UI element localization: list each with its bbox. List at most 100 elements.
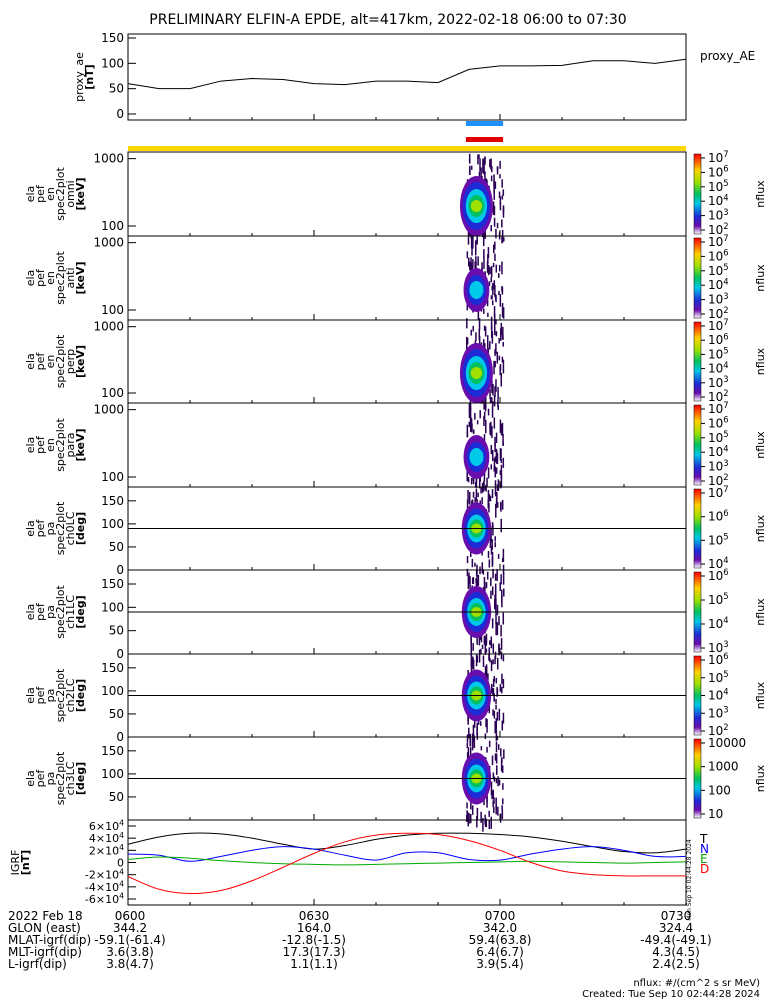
spectrum-speckle bbox=[499, 813, 502, 823]
elf_pef_pa_spec2plot_ch2LC-ylabel-line-0: ela bbox=[24, 687, 37, 704]
spectrum-speckle bbox=[472, 724, 475, 736]
y-tick-label: 100 bbox=[101, 517, 124, 531]
spectrum-speckle bbox=[489, 495, 492, 502]
spectrum-speckle bbox=[497, 744, 500, 750]
spectrum-speckle bbox=[475, 578, 478, 587]
spectrum-speckle bbox=[477, 492, 479, 498]
elf_pef_pa_spec2plot_ch1LC-ylabel-line-1: pef bbox=[34, 602, 47, 621]
spectrum-speckle bbox=[472, 491, 475, 498]
spectrum-speckle bbox=[487, 408, 490, 416]
spectrum-speckle bbox=[476, 633, 478, 645]
spectrum-speckle bbox=[496, 502, 499, 508]
spectrum-speckle bbox=[492, 643, 495, 654]
igrf-ylabel: IGRF[nT] bbox=[9, 850, 32, 876]
spectrum-speckle bbox=[491, 425, 493, 438]
spectrum-speckle bbox=[493, 217, 496, 227]
panel-elf_pef_pa_spec2plot_ch0LC: 050100150elapefpaspec2plotch0LC[deg]1041… bbox=[24, 484, 767, 581]
igrf-legend-E: E bbox=[700, 852, 708, 866]
colorbar-tick-label: 100 bbox=[708, 783, 731, 797]
spectrum-speckle bbox=[480, 746, 483, 751]
spectrum-speckle bbox=[491, 489, 494, 499]
elf_pef_pa_spec2plot_ch0LC-ylabel-line-2: pa bbox=[44, 522, 57, 536]
spectrum-speckle bbox=[471, 248, 473, 256]
spectrum-speckle bbox=[466, 251, 469, 259]
spectrum-speckle bbox=[469, 733, 471, 747]
spectrum-speckle bbox=[494, 294, 497, 301]
spectrum-speckle bbox=[469, 576, 471, 589]
spectrum-speckle bbox=[465, 815, 468, 822]
spectrum-speckle bbox=[501, 179, 503, 188]
spectrum-speckle bbox=[470, 646, 473, 657]
spectrum-speckle bbox=[501, 757, 503, 764]
spectrum-speckle bbox=[495, 622, 497, 636]
spectrum-speckle bbox=[502, 712, 505, 724]
spectrum-speckle bbox=[496, 735, 499, 741]
spectrum-speckle bbox=[479, 721, 482, 726]
spectrum-speckle bbox=[489, 397, 492, 403]
spectrum-speckle bbox=[496, 604, 499, 616]
spectrum-speckle bbox=[490, 158, 492, 168]
spectrum-speckle bbox=[480, 487, 482, 494]
spectrum-speckle bbox=[496, 484, 499, 491]
spectrum-speckle bbox=[502, 783, 504, 790]
y-tick-label: 50 bbox=[109, 540, 124, 554]
spectrum-speckle bbox=[494, 721, 496, 734]
spectrum-speckle bbox=[478, 328, 481, 340]
spectrum-speckle bbox=[468, 257, 470, 267]
spectrum-speckle bbox=[499, 202, 502, 211]
spectrum-speckle bbox=[472, 429, 475, 434]
spectrum-speckle bbox=[466, 424, 469, 438]
spectrum-speckle bbox=[470, 237, 473, 249]
y-tick-label: 50 bbox=[109, 624, 124, 638]
spectrum-speckle bbox=[500, 372, 503, 387]
spectrum-speckle bbox=[484, 326, 487, 337]
spectrum-speckle bbox=[483, 325, 486, 331]
spectrum-speckle bbox=[471, 738, 474, 751]
spectrum-speckle bbox=[495, 765, 498, 775]
spectrum-speckle bbox=[492, 262, 495, 268]
footer-value: -49.4(-49.1) bbox=[640, 933, 711, 947]
footer-value: 4.3(4.5) bbox=[652, 945, 700, 959]
spectrum-speckle bbox=[494, 284, 496, 297]
spectrum-speckle bbox=[483, 403, 486, 410]
footer-value: 0630 bbox=[299, 909, 330, 923]
elf_pef_en_spec2plot_perp-ylabel-line-1: pef bbox=[34, 352, 47, 371]
spectrum-speckle bbox=[495, 432, 498, 444]
spectrum-speckle bbox=[484, 228, 486, 239]
spectrum-speckle bbox=[502, 334, 504, 340]
spectrum-speckle bbox=[470, 635, 472, 645]
footer-value: -12.8(-1.5) bbox=[282, 933, 346, 947]
elf_pef_pa_spec2plot_ch3LC-ylabel-line-3: spec2plot bbox=[54, 751, 67, 805]
spectrum-speckle bbox=[487, 673, 489, 681]
spectrum-speckle bbox=[494, 327, 496, 336]
elf_pef_en_spec2plot_perp-ylabel-line-5: [keV] bbox=[74, 345, 87, 378]
spectrum-speckle bbox=[475, 654, 478, 667]
elf_pef_en_spec2plot_perp-ylabel-line-2: en bbox=[44, 355, 57, 369]
spectrum-speckle bbox=[501, 673, 503, 684]
elf_pef_en_spec2plot_para-ylabel-line-4: para bbox=[64, 433, 77, 458]
spectrum-speckle bbox=[475, 570, 478, 576]
colorbar-elf_pef_pa_spec2plot_ch3LC: 10 100 1000 10000 nflux bbox=[693, 736, 767, 821]
spectrum-speckle bbox=[483, 576, 486, 591]
colorbar-tick-label: 103 bbox=[708, 704, 729, 720]
elf_pef_pa_spec2plot_ch1LC-ylabel-line-0: ela bbox=[24, 604, 37, 621]
spectrum-speckle bbox=[493, 693, 495, 702]
spectrum-speckle bbox=[485, 718, 487, 728]
elf_pef_en_spec2plot_anti-ylabel-line-3: spec2plot bbox=[54, 251, 67, 305]
spectrum-speckle bbox=[496, 453, 499, 465]
spectrum-speckle bbox=[491, 285, 493, 291]
elf_pef_en_spec2plot_omni-ylabel-line-5: [keV] bbox=[74, 177, 87, 210]
spectrum-speckle bbox=[502, 548, 505, 563]
spectrum-speckle bbox=[483, 162, 485, 175]
spectrum-speckle bbox=[481, 482, 484, 493]
spectrum-speckle bbox=[493, 457, 496, 468]
spectrum-speckle bbox=[478, 154, 480, 159]
footer-value: 3.8(4.7) bbox=[106, 957, 154, 971]
spectrum-speckle bbox=[476, 579, 479, 592]
spectrum-speckle bbox=[467, 575, 470, 590]
elf_pef_pa_spec2plot_ch0LC-ylabel-line-3: spec2plot bbox=[54, 501, 67, 555]
